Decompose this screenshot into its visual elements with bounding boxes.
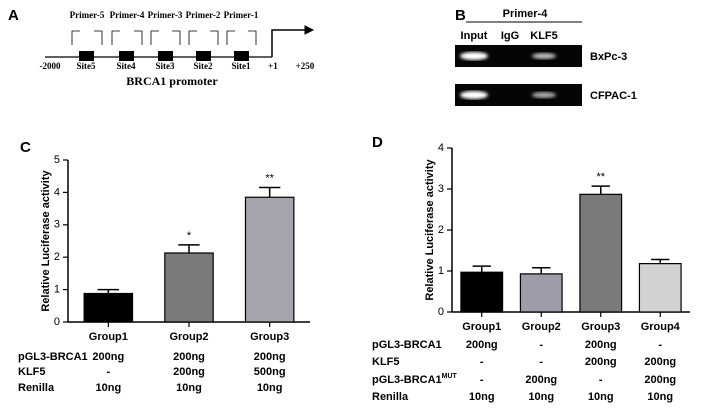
- row-label: Renilla: [372, 391, 409, 403]
- bar: [244, 196, 295, 323]
- table-cell: 200ng: [173, 351, 205, 363]
- primer-label: Primer-2: [186, 10, 221, 20]
- y-tick-label: 3: [438, 183, 444, 195]
- y-tick-label: 0: [438, 306, 444, 318]
- x-tick-label: Group2: [169, 331, 208, 343]
- row-label-text: Renilla: [372, 391, 409, 403]
- bar: [519, 273, 563, 313]
- table-cell: -: [539, 339, 543, 351]
- bar: [164, 252, 214, 323]
- table-cell: 10ng: [95, 382, 121, 394]
- table-cell: 200ng: [173, 366, 205, 378]
- promoter-diagram: [45, 25, 315, 61]
- site-label: Site1: [232, 61, 251, 71]
- table-cell: 500ng: [254, 366, 286, 378]
- y-tick-label: 5: [54, 154, 60, 166]
- table-cell: 200ng: [644, 356, 676, 368]
- table-cell: 10ng: [257, 382, 283, 394]
- panel-label: D: [372, 134, 383, 151]
- row-label: pGL3-BRCA1: [18, 351, 88, 363]
- bar: [460, 271, 504, 313]
- row-label: KLF5: [372, 356, 400, 368]
- table-cell: -: [539, 356, 543, 368]
- primer-title: Primer-4: [503, 8, 549, 20]
- table-cell: 10ng: [469, 391, 495, 403]
- table-cell: -: [599, 374, 603, 386]
- significance: **: [265, 172, 274, 184]
- primer-label: Primer-4: [110, 10, 145, 20]
- row-label-text: pGL3-BRCA1: [372, 374, 442, 386]
- y-axis-label: Relative Luciferase activity: [424, 159, 436, 301]
- table-cell: -: [480, 374, 484, 386]
- table-cell: 200ng: [525, 374, 557, 386]
- lane-label: KLF5: [530, 30, 558, 42]
- significance: **: [596, 171, 605, 183]
- x-tick-label: Group1: [89, 331, 128, 343]
- row-label-text: Renilla: [18, 382, 55, 394]
- x-tick-label: Group3: [581, 321, 620, 333]
- row-label-text: pGL3-BRCA1: [372, 339, 442, 351]
- table-cell: 10ng: [647, 391, 673, 403]
- x-tick-label: Group3: [250, 331, 289, 343]
- position-label: +250: [296, 61, 315, 71]
- position-label: -2000: [40, 61, 61, 71]
- y-tick-label: 0: [54, 316, 60, 328]
- bar: [579, 193, 623, 313]
- row-label-text: pGL3-BRCA1: [18, 351, 88, 363]
- primer-label: Primer-3: [148, 10, 183, 20]
- gel: [455, 45, 582, 106]
- bar: [83, 292, 134, 323]
- table-cell: 10ng: [176, 382, 202, 394]
- cell-line-label: CFPAC-1: [590, 90, 637, 102]
- row-label: pGL3-BRCA1: [372, 339, 442, 351]
- table-cell: -: [658, 339, 662, 351]
- primer-label: Primer-1: [224, 10, 259, 20]
- panel-label: C: [20, 139, 31, 156]
- table-cell: 200ng: [644, 374, 676, 386]
- row-label-text: KLF5: [372, 356, 400, 368]
- y-tick-label: 1: [438, 265, 444, 277]
- x-tick-label: Group2: [522, 321, 561, 333]
- y-tick-label: 4: [54, 186, 60, 198]
- table-cell: 200ng: [92, 351, 124, 363]
- site-label: Site3: [156, 61, 175, 71]
- y-tick-label: 3: [54, 219, 60, 231]
- row-label-text: KLF5: [18, 366, 46, 378]
- y-tick-label: 2: [438, 224, 444, 236]
- position-label: +1: [268, 61, 278, 71]
- site-label: Site5: [77, 61, 96, 71]
- row-label: pGL3-BRCA1MUT: [372, 373, 458, 386]
- table-cell: 10ng: [528, 391, 554, 403]
- table-cell: 200ng: [585, 339, 617, 351]
- y-axis-label: Relative Luciferase activity: [40, 170, 52, 312]
- cell-line-label: BxPc-3: [590, 51, 627, 63]
- table-cell: 200ng: [466, 339, 498, 351]
- table-cell: 10ng: [588, 391, 614, 403]
- row-label: KLF5: [18, 366, 46, 378]
- primer-label: Primer-5: [70, 10, 105, 20]
- x-tick-label: Group1: [462, 321, 501, 333]
- site-label: Site4: [117, 61, 136, 71]
- lane-label: IgG: [501, 30, 519, 42]
- table-cell: 200ng: [585, 356, 617, 368]
- x-tick-label: Group4: [641, 321, 681, 333]
- table-cell: -: [480, 356, 484, 368]
- table-cell: -: [106, 366, 110, 378]
- y-tick-label: 2: [54, 251, 60, 263]
- diagram-caption: BRCA1 promoter: [126, 74, 218, 88]
- y-tick-label: 4: [438, 142, 444, 154]
- row-label: Renilla: [18, 382, 55, 394]
- bar: [638, 263, 682, 313]
- lane-label: Input: [461, 30, 488, 42]
- y-tick-label: 1: [54, 284, 60, 296]
- panel-label: A: [8, 7, 19, 24]
- row-label-sup: MUT: [442, 373, 458, 380]
- table-cell: 200ng: [254, 351, 286, 363]
- significance: *: [187, 230, 192, 242]
- panel-label: B: [455, 7, 466, 24]
- site-label: Site2: [194, 61, 213, 71]
